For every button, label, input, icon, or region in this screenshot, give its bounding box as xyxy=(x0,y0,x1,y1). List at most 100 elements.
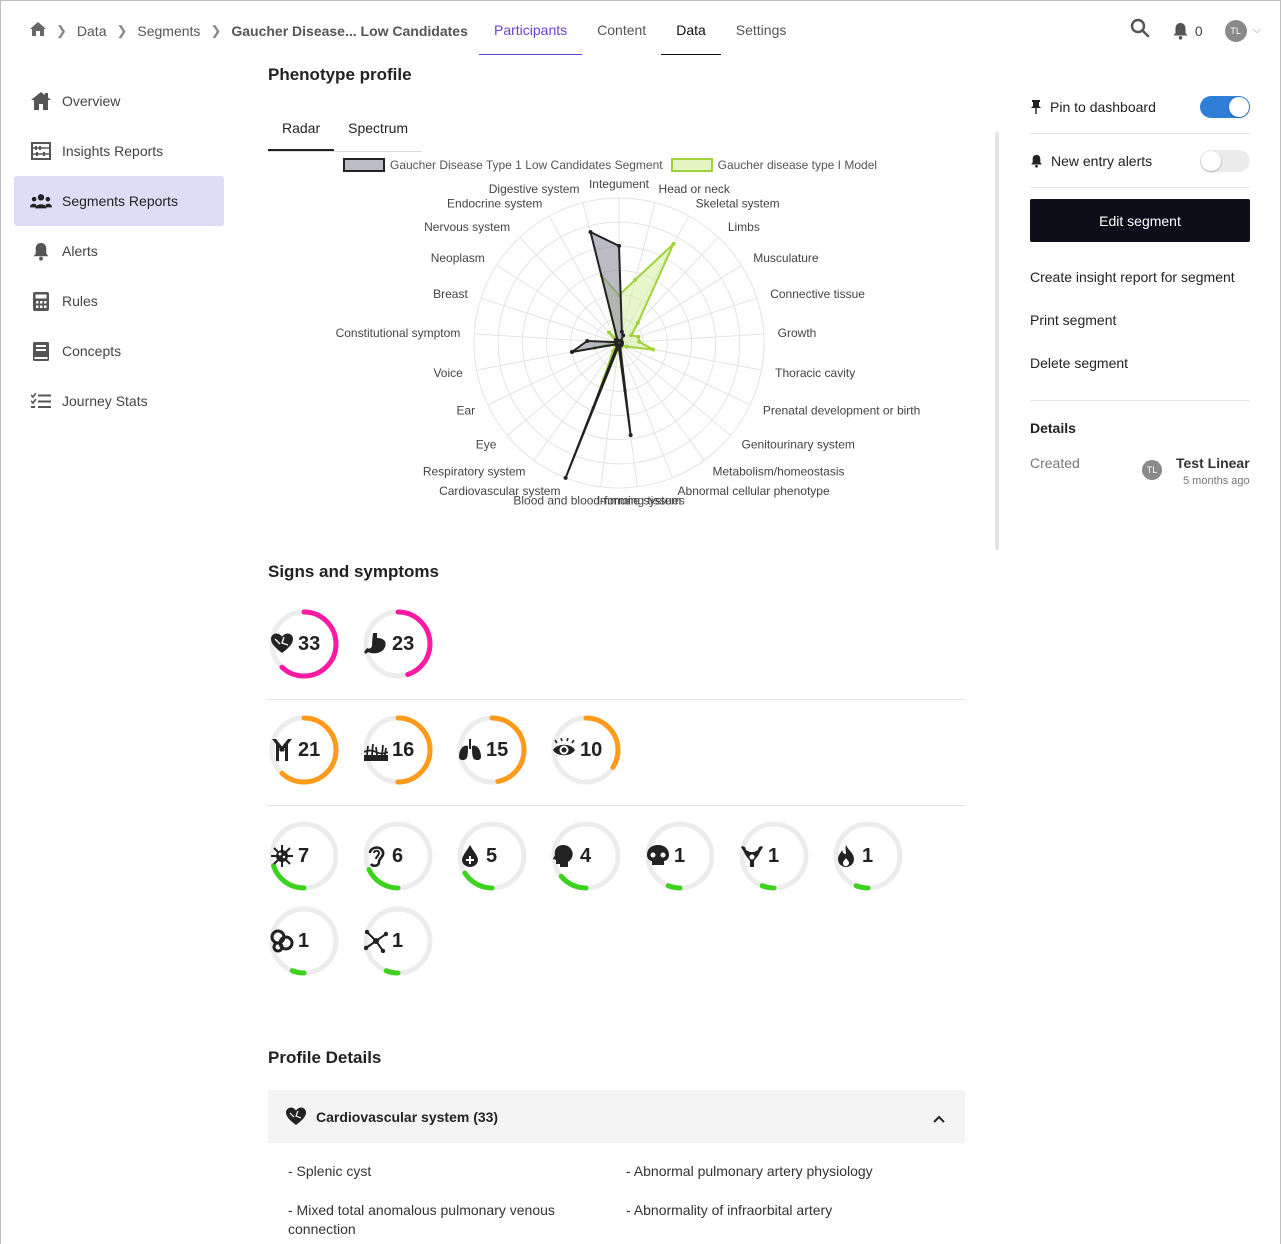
radar-point xyxy=(629,333,634,338)
sidebar-item-insights-reports[interactable]: Insights Reports xyxy=(14,126,224,176)
divider xyxy=(1030,400,1250,401)
accordion-cardiovascular[interactable]: Cardiovascular system (33) xyxy=(268,1090,965,1143)
gauge-value: 15 xyxy=(486,739,509,761)
breadcrumb-segments[interactable]: Segments xyxy=(137,22,201,39)
head-icon xyxy=(553,845,573,867)
radar-spoke xyxy=(519,236,620,344)
chevron-up-icon[interactable] xyxy=(933,1110,945,1126)
sidebar-item-overview[interactable]: Overview xyxy=(14,76,224,126)
symptom-gauge[interactable]: 23 xyxy=(362,608,434,680)
gauge-arc xyxy=(739,821,809,891)
legend-item-model[interactable]: Gaucher disease type I Model xyxy=(670,158,877,172)
symptom-gauge[interactable]: 6 xyxy=(362,820,434,892)
legend-item-segment[interactable]: Gaucher Disease Type 1 Low Candidates Se… xyxy=(343,158,663,172)
top-tabs: Participants Content Data Settings xyxy=(479,0,801,55)
radar-axis-label: Nervous system xyxy=(424,220,510,234)
radar-point xyxy=(563,475,568,480)
radar-point xyxy=(624,344,629,349)
sidebar: Overview Insights Reports Segments Repor… xyxy=(14,76,224,426)
gauge-arc xyxy=(551,821,621,891)
symptom-gauge[interactable]: 16 xyxy=(362,714,434,786)
sidebar-item-label: Segments Reports xyxy=(62,193,178,209)
bell-icon xyxy=(30,240,52,262)
symptom-gauge[interactable]: 5 xyxy=(456,820,528,892)
radar-axis-label: Integument xyxy=(589,180,650,191)
sidebar-item-rules[interactable]: Rules xyxy=(14,276,224,326)
gauge-arc xyxy=(269,821,339,891)
home-icon[interactable] xyxy=(30,22,46,39)
symptom-gauge[interactable]: 7 xyxy=(268,820,340,892)
skin-icon xyxy=(364,743,388,761)
delete-segment-link[interactable]: Delete segment xyxy=(1030,355,1129,371)
symptom-gauge[interactable]: 15 xyxy=(456,714,528,786)
chevron-right-icon: ❯ xyxy=(56,22,67,38)
tab-content[interactable]: Content xyxy=(597,22,647,38)
symptom-gauge[interactable]: 1 xyxy=(738,820,810,892)
gauge-row: 33 23 xyxy=(268,608,434,680)
avatar: TL xyxy=(1142,460,1162,480)
symptom-gauge[interactable]: 10 xyxy=(550,714,622,786)
chart-scrollbar[interactable] xyxy=(995,132,999,550)
divider xyxy=(268,699,965,700)
gauge-arc xyxy=(363,715,433,785)
breadcrumb-data[interactable]: Data xyxy=(76,22,107,39)
alerts-toggle[interactable] xyxy=(1200,149,1250,172)
calculator-icon xyxy=(30,290,52,312)
lungs-icon xyxy=(459,739,481,761)
created-label: Created xyxy=(1030,455,1080,471)
search-icon[interactable] xyxy=(1130,18,1150,43)
notifications-button[interactable]: 0 xyxy=(1172,22,1203,40)
radar-axis-label: Genitourinary system xyxy=(742,437,855,451)
radar-point xyxy=(621,333,626,338)
gauge-arc xyxy=(363,906,433,976)
radar-axis-label: Thoracic cavity xyxy=(775,366,855,380)
sidebar-item-concepts[interactable]: Concepts xyxy=(14,326,224,376)
eye-icon xyxy=(553,738,575,756)
uterus-icon xyxy=(741,846,763,867)
sidebar-item-journey-stats[interactable]: Journey Stats xyxy=(14,376,224,426)
radar-axis-label: Breast xyxy=(433,287,468,301)
flame-icon xyxy=(838,845,854,867)
sidebar-item-segments-reports[interactable]: Segments Reports xyxy=(14,176,224,226)
checklist-icon xyxy=(30,390,52,412)
gauge-arc xyxy=(363,821,433,891)
radar-point xyxy=(617,243,621,248)
virus-icon xyxy=(271,845,293,867)
gauge-value: 1 xyxy=(768,845,780,867)
gauge-arc xyxy=(457,715,527,785)
gauge-value: 21 xyxy=(298,739,321,761)
sidebar-item-alerts[interactable]: Alerts xyxy=(14,226,224,276)
symptom-gauge[interactable]: 1 xyxy=(268,905,340,977)
tab-settings[interactable]: Settings xyxy=(735,22,787,38)
edit-segment-button[interactable]: Edit segment xyxy=(1030,199,1250,242)
tab-radar[interactable]: Radar xyxy=(268,108,335,151)
phenotype-profile-title: Phenotype profile xyxy=(268,65,412,84)
radar-spoke xyxy=(618,297,758,344)
radar-axis-label: Voice xyxy=(433,366,463,380)
symptom-gauge[interactable]: 1 xyxy=(362,905,434,977)
user-menu[interactable]: TL ⌵ xyxy=(1224,19,1261,42)
radar-spoke xyxy=(618,342,732,436)
symptom-gauge[interactable]: 1 xyxy=(832,820,904,892)
symptom-gauge[interactable]: 1 xyxy=(644,820,716,892)
print-segment-link[interactable]: Print segment xyxy=(1030,312,1117,328)
symptom-gauge[interactable]: 33 xyxy=(268,608,340,680)
tab-data[interactable]: Data xyxy=(661,0,721,55)
pin-toggle[interactable] xyxy=(1200,95,1250,118)
radar-axis-label: Eye xyxy=(476,437,497,451)
create-report-link[interactable]: Create insight report for segment xyxy=(1030,269,1235,285)
symptom-gauge[interactable]: 21 xyxy=(268,714,340,786)
tab-participants[interactable]: Participants xyxy=(479,0,583,55)
radar-axis-label: Cardiovascular system xyxy=(439,484,560,498)
alerts-label: New entry alerts xyxy=(1051,152,1153,169)
radar-axis-label: Connective tissue xyxy=(770,287,865,301)
radar-axis-label: Prenatal development or birth xyxy=(763,404,920,418)
skull-icon xyxy=(647,845,669,865)
radar-point xyxy=(637,339,642,344)
profile-item: - Mixed total anomalous pulmonary venous… xyxy=(288,1202,555,1237)
symptom-gauge[interactable]: 4 xyxy=(550,820,622,892)
radar-point xyxy=(635,320,640,325)
gauge-arc xyxy=(269,906,339,976)
radar-axis-label: Growth xyxy=(778,326,817,340)
tab-spectrum[interactable]: Spectrum xyxy=(348,120,409,136)
